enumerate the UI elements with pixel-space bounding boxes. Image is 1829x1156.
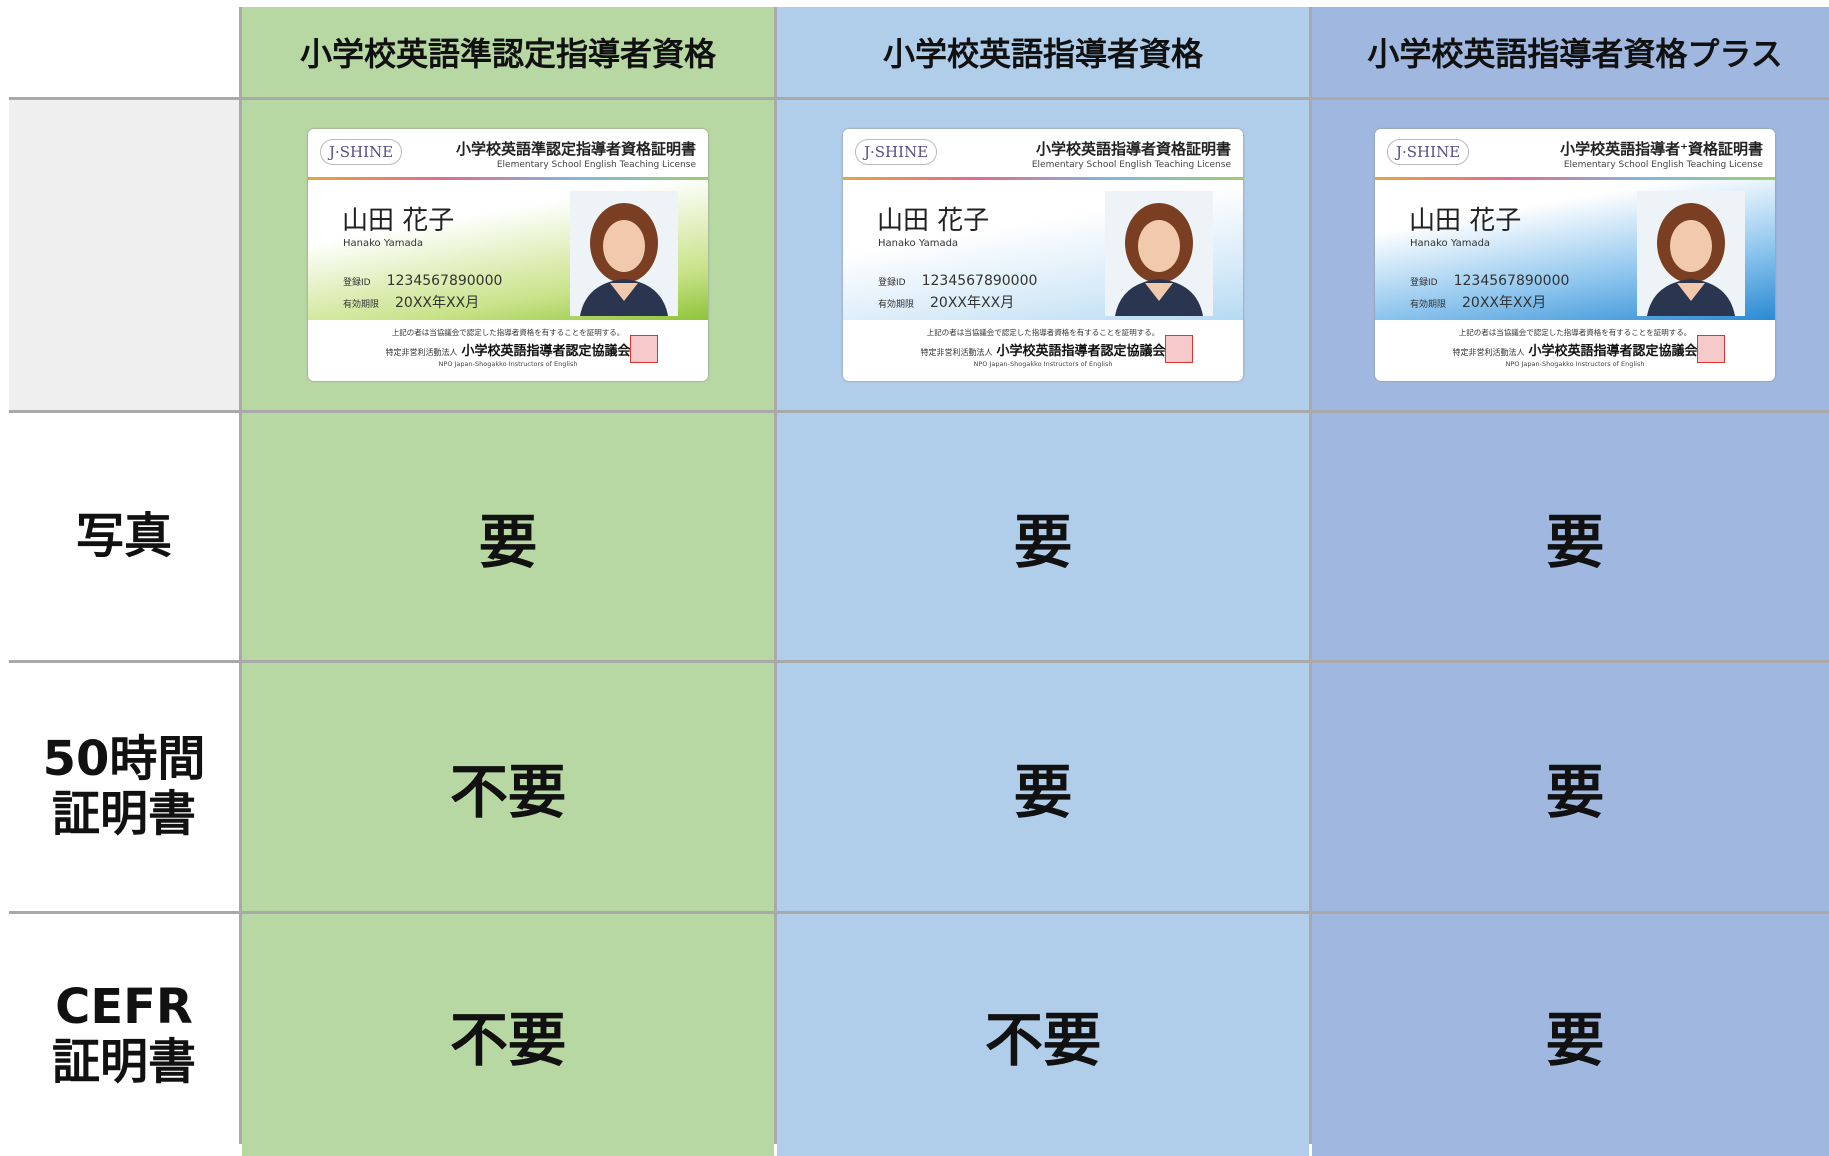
card-id: 1234567890000 — [386, 273, 503, 289]
card-title: 小学校英語指導者資格証明書 — [1035, 140, 1231, 158]
card-org-en: NPO Japan-Shogakko Instructors of Englis… — [1505, 360, 1645, 368]
card-expiry: 20XX年XX月 — [1462, 295, 1547, 311]
row-header: CEFR 証明書 — [9, 914, 239, 1156]
row-header-line: 証明書 — [51, 786, 196, 842]
card-top — [843, 129, 1243, 177]
requirement-cell: 要 — [242, 413, 774, 660]
row-header-line: CEFR — [55, 978, 193, 1035]
card-expiry-row: 有効期限 20XX年XX月 — [343, 292, 479, 312]
card-stripe — [308, 177, 708, 180]
row-header-line: 証明書 — [51, 1034, 196, 1090]
corner-cell — [9, 7, 239, 97]
card-org-type: 特定非営利活動法人 — [920, 348, 993, 357]
card-stripe — [843, 177, 1243, 180]
row-header: 写真 — [9, 413, 239, 660]
card-id-row: 登録ID 1234567890000 — [343, 273, 502, 289]
requirement-cell: 要 — [1312, 663, 1829, 911]
card-expiry-row: 有効期限 20XX年XX月 — [1410, 292, 1546, 312]
card-expiry-label: 有効期限 — [878, 300, 915, 310]
card-id-label: 登録ID — [878, 278, 906, 288]
card-cell: 山田 花子 Hanako Yamada 登録ID 1234567890000 有効期限 2… — [1312, 100, 1829, 410]
requirement-cell: 要 — [777, 663, 1309, 911]
card-seal — [1697, 335, 1725, 363]
column-header: 小学校英語指導者資格 — [777, 7, 1309, 97]
card-id-row: 登録ID 1234567890000 — [1410, 273, 1569, 289]
card-expiry-label: 有効期限 — [343, 300, 380, 310]
card-name-en: Hanako Yamada — [343, 238, 424, 249]
card-photo — [1637, 191, 1745, 316]
card-expiry-row: 有効期限 20XX年XX月 — [878, 292, 1014, 312]
card-statement: 上記の者は当協議会で認定した指導者資格を有することを証明する。 — [391, 328, 625, 337]
card-statement: 上記の者は当協議会で認定した指導者資格を有することを証明する。 — [1458, 328, 1692, 337]
card-org-type: 特定非営利活動法人 — [385, 348, 458, 357]
row-header-empty — [9, 100, 239, 410]
card-id-label: 登録ID — [1410, 278, 1438, 288]
requirement-cell: 不要 — [242, 914, 774, 1156]
card-id: 1234567890000 — [921, 273, 1038, 289]
card-name-en: Hanako Yamada — [1410, 238, 1491, 249]
card-photo — [570, 191, 678, 316]
column-header: 小学校英語指導者資格プラス — [1312, 7, 1829, 97]
card-title: 小学校英語指導者⁺資格証明書 — [1560, 140, 1763, 158]
card-logo: J·SHINE — [855, 139, 938, 165]
card-name: 山田 花子 — [877, 206, 990, 236]
card-cell: 山田 花子 Hanako Yamada 登録ID 1234567890000 有効期限 2… — [777, 100, 1309, 410]
requirement-cell: 要 — [1312, 413, 1829, 660]
card-expiry: 20XX年XX月 — [930, 295, 1015, 311]
card-photo — [1105, 191, 1213, 316]
card-org: 小学校英語指導者認定協議会 — [996, 344, 1166, 359]
card-seal — [630, 335, 658, 363]
card-org-line: 特定非営利活動法人 小学校英語指導者認定協議会 — [1375, 340, 1775, 359]
card-seal — [1165, 335, 1193, 363]
license-card: 山田 花子 Hanako Yamada 登録ID 1234567890000 有効期限 2… — [1375, 129, 1775, 381]
requirement-cell: 不要 — [777, 914, 1309, 1156]
card-org-line: 特定非営利活動法人 小学校英語指導者認定協議会 — [843, 340, 1243, 359]
card-org: 小学校英語指導者認定協議会 — [1528, 344, 1698, 359]
card-top — [1375, 129, 1775, 177]
column-header: 小学校英語準認定指導者資格 — [242, 7, 774, 97]
card-org-line: 特定非営利活動法人 小学校英語指導者認定協議会 — [308, 340, 708, 359]
requirement-cell: 不要 — [242, 663, 774, 911]
comparison-table: 小学校英語準認定指導者資格 小学校英語指導者資格 小学校英語指導者資格プラス 山田 花… — [9, 7, 1829, 1156]
row-header-line: 写真 — [75, 507, 172, 564]
card-logo: J·SHINE — [1387, 139, 1470, 165]
card-org-en: NPO Japan-Shogakko Instructors of Englis… — [438, 360, 578, 368]
license-card: 山田 花子 Hanako Yamada 登録ID 1234567890000 有効期限 2… — [843, 129, 1243, 381]
requirement-cell: 要 — [1312, 914, 1829, 1156]
card-name: 山田 花子 — [342, 206, 455, 236]
card-expiry: 20XX年XX月 — [395, 295, 480, 311]
card-id-label: 登録ID — [343, 278, 371, 288]
card-id: 1234567890000 — [1453, 273, 1570, 289]
card-statement: 上記の者は当協議会で認定した指導者資格を有することを証明する。 — [926, 328, 1160, 337]
card-expiry-label: 有効期限 — [1410, 300, 1447, 310]
row-header-line: 50時間 — [42, 730, 206, 787]
card-subtitle: Elementary School English Teaching Licen… — [496, 160, 696, 170]
card-org-en: NPO Japan-Shogakko Instructors of Englis… — [973, 360, 1113, 368]
card-stripe — [1375, 177, 1775, 180]
license-card: 山田 花子 Hanako Yamada 登録ID 1234567890000 有効期限 2… — [308, 129, 708, 381]
card-cell: 山田 花子 Hanako Yamada 登録ID 1234567890000 有効期限 2… — [242, 100, 774, 410]
row-header: 50時間 証明書 — [9, 663, 239, 911]
requirement-cell: 要 — [777, 413, 1309, 660]
card-logo: J·SHINE — [320, 139, 403, 165]
card-title: 小学校英語準認定指導者資格証明書 — [455, 140, 696, 158]
card-org: 小学校英語指導者認定協議会 — [461, 344, 631, 359]
card-subtitle: Elementary School English Teaching Licen… — [1031, 160, 1231, 170]
card-id-row: 登録ID 1234567890000 — [878, 273, 1037, 289]
card-top — [308, 129, 708, 177]
card-subtitle: Elementary School English Teaching Licen… — [1563, 160, 1763, 170]
card-org-type: 特定非営利活動法人 — [1452, 348, 1525, 357]
card-name-en: Hanako Yamada — [878, 238, 959, 249]
card-name: 山田 花子 — [1409, 206, 1522, 236]
